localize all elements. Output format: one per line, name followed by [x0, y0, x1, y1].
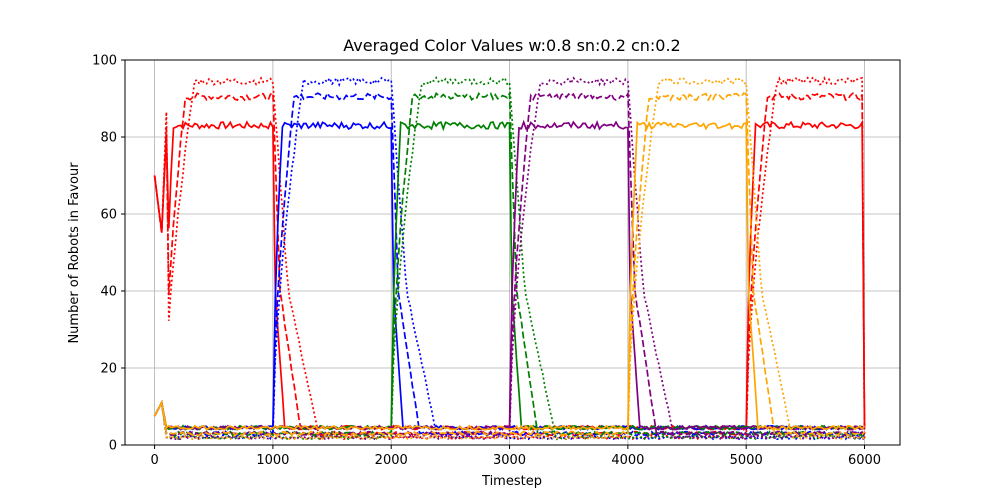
x-tick-label: 1000: [256, 453, 289, 468]
y-tick-label: 20: [100, 362, 117, 377]
y-tick-label: 80: [100, 131, 117, 146]
x-tick-label: 2000: [375, 453, 408, 468]
x-axis-ticks: 0 1000 2000 3000 4000 5000 6000: [150, 445, 881, 468]
y-tick-label: 100: [92, 54, 117, 69]
x-tick-label: 0: [150, 453, 158, 468]
series-line: [153, 120, 865, 431]
y-tick-label: 40: [100, 285, 117, 300]
y-axis-ticks: 0 20 40 60 80 100: [92, 54, 125, 454]
series-line: [153, 120, 866, 432]
series-layer: [153, 75, 866, 441]
x-tick-label: 3000: [493, 453, 526, 468]
x-tick-label: 5000: [730, 453, 763, 468]
chart-title: Averaged Color Values w:0.8 sn:0.2 cn:0.…: [343, 36, 680, 55]
y-tick-label: 60: [100, 208, 117, 223]
grid-layer: [125, 59, 900, 446]
x-axis-label: Timestep: [481, 474, 542, 489]
y-tick-label: 0: [109, 439, 117, 454]
x-tick-label: 4000: [611, 453, 644, 468]
series-line: [153, 76, 865, 441]
x-tick-label: 6000: [848, 453, 881, 468]
plot-frame: [124, 59, 901, 446]
y-axis-label: Number of Robots in Favour: [67, 162, 82, 344]
series-line: [153, 90, 866, 437]
